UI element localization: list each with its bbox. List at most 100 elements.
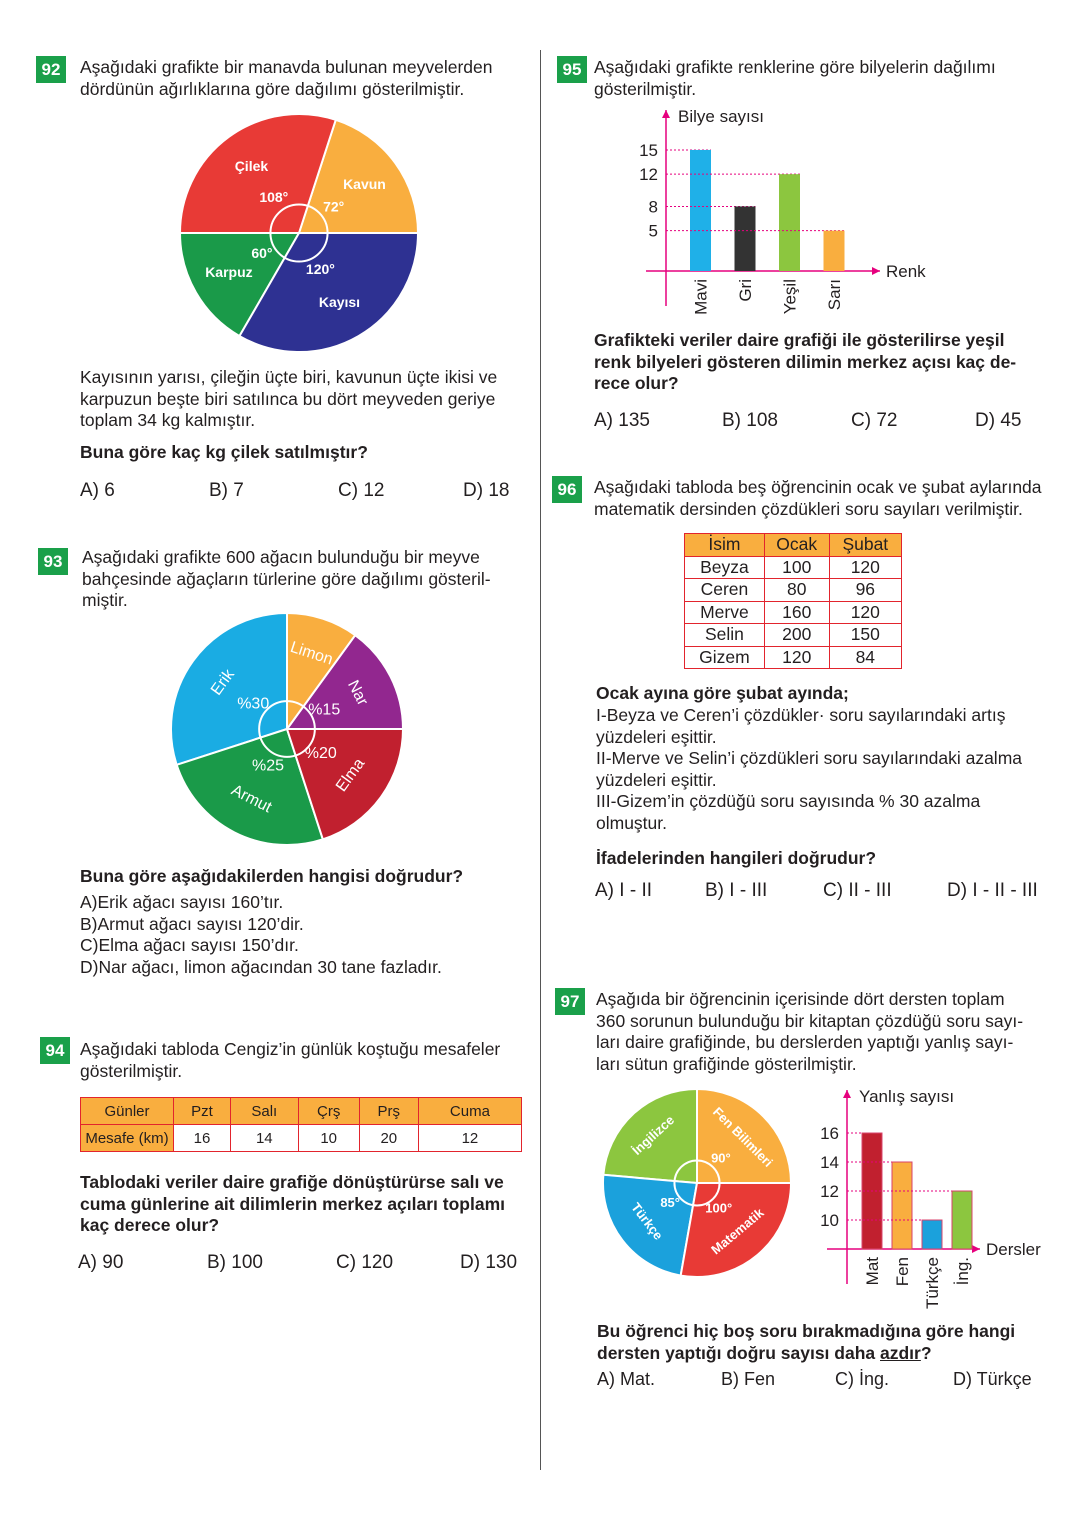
slice-value-label: 120° bbox=[306, 261, 335, 277]
text-line: miştir. bbox=[82, 590, 128, 610]
text-line: ları daire grafiğinde, bu derslerden yap… bbox=[596, 1032, 1014, 1052]
text-line: ları sütun grafiğinde gösterilmiştir. bbox=[596, 1053, 857, 1074]
text-line: cuma günlerine ait dilimlerin merkez açı… bbox=[80, 1193, 505, 1214]
text-line: Aşağıdaki grafikte bir manavda bulunan m… bbox=[80, 57, 493, 77]
q96-question: İfadelerinden hangileri doğrudur? bbox=[596, 848, 877, 868]
table-cell: Selin bbox=[684, 623, 765, 647]
q94-option-b[interactable]: B) 100 bbox=[207, 1252, 263, 1273]
x-axis-arrow-icon bbox=[972, 1245, 980, 1253]
q92-body: Kayısının yarısı, çileğin üçte biri, kav… bbox=[80, 367, 497, 432]
q97-option-a[interactable]: A) Mat. bbox=[597, 1369, 656, 1389]
table-header: Günler bbox=[80, 1097, 174, 1125]
q97-question-line: Bu öğrenci hiç boş soru bırakmadığına gö… bbox=[597, 1321, 1016, 1341]
q97-question-end: ? bbox=[920, 1342, 932, 1363]
pie-slice bbox=[178, 113, 338, 234]
q93-question: Buna göre aşağıdakilerden hangisi doğrud… bbox=[80, 866, 464, 886]
q94-option-d[interactable]: D) 130 bbox=[460, 1252, 518, 1273]
table-cell: 120 bbox=[828, 600, 903, 624]
text-line: olmuştur. bbox=[596, 812, 667, 833]
bar bbox=[779, 174, 800, 271]
table-header-row: Günler Pzt Salı Çrş Prş Cuma bbox=[80, 1097, 523, 1125]
q97-option-d[interactable]: D) Türkçe bbox=[953, 1369, 1032, 1389]
question-number-93: 93 bbox=[38, 548, 68, 575]
slice-name-label: Çilek bbox=[235, 158, 269, 174]
text-line: dördünün ağırlıklarına göre dağılımı gös… bbox=[80, 78, 465, 99]
table-header: Cuma bbox=[417, 1097, 523, 1125]
slice-value-label: %15 bbox=[308, 701, 340, 718]
q96-option-b[interactable]: B) I - III bbox=[705, 880, 768, 901]
slice-value-label: 90° bbox=[711, 1151, 731, 1166]
q92-option-b[interactable]: B) 7 bbox=[209, 480, 244, 501]
q96-option-c[interactable]: C) II - III bbox=[823, 880, 892, 901]
text-line: bahçesinde ağaçların türlerine göre dağı… bbox=[82, 568, 491, 589]
q93-intro: Aşağıdaki grafikte 600 ağacın bulunduğu … bbox=[82, 547, 491, 612]
slice-value-label: 100° bbox=[705, 1200, 732, 1215]
table-row: Selin 200 150 bbox=[684, 623, 903, 647]
q92-option-d[interactable]: D) 18 bbox=[463, 480, 510, 501]
y-tick-label: 12 bbox=[639, 165, 658, 184]
question-number-95: 95 bbox=[557, 56, 587, 83]
q95-intro: Aşağıdaki grafikte renklerine göre bilye… bbox=[594, 57, 996, 100]
q92-option-c[interactable]: C) 12 bbox=[338, 480, 385, 501]
text-line: Aşağıdaki tabloda beş öğrencinin ocak ve… bbox=[594, 477, 1042, 497]
table-cell: 10 bbox=[297, 1124, 360, 1152]
table-header-row: İsim Ocak Şubat bbox=[684, 533, 903, 557]
y-axis-arrow-icon bbox=[662, 110, 670, 118]
pie-slice bbox=[170, 611, 288, 767]
q95-question: Grafikteki veriler daire grafiği ile gös… bbox=[594, 330, 1016, 395]
pie-slice bbox=[175, 727, 325, 846]
q94-distance-table: Günler Pzt Salı Çrş Prş Cuma Mesafe (km)… bbox=[80, 1097, 523, 1152]
x-tick-label: Türkçe bbox=[923, 1257, 942, 1309]
q95-option-a[interactable]: A) 135 bbox=[594, 410, 650, 431]
slice-value-label: %30 bbox=[237, 696, 269, 713]
table-row: Gizem 120 84 bbox=[684, 645, 903, 669]
q94-option-c[interactable]: C) 120 bbox=[336, 1252, 394, 1273]
q94-option-a[interactable]: A) 90 bbox=[78, 1252, 124, 1273]
table-cell: 160 bbox=[763, 600, 830, 624]
slice-value-label: %20 bbox=[305, 745, 337, 762]
table-row: Mesafe (km) 16 14 10 20 12 bbox=[80, 1124, 523, 1152]
text-line: Aşağıda bir öğrencinin içerisinde dört d… bbox=[596, 989, 1005, 1009]
q97-question-line: dersten yaptığı doğru sayısı daha azdır? bbox=[597, 1343, 1015, 1365]
q97-option-b[interactable]: B) Fen bbox=[721, 1369, 776, 1389]
bar bbox=[951, 1190, 973, 1250]
pie-slice bbox=[286, 611, 357, 733]
q96-option-d[interactable]: D) I - II - III bbox=[947, 880, 1038, 901]
y-axis-label: Bilye sayısı bbox=[678, 107, 764, 126]
angle-marker bbox=[673, 1159, 721, 1207]
table-header: Pzt bbox=[172, 1097, 232, 1125]
slice-value-label: 72° bbox=[323, 199, 344, 215]
y-axis-label: Yanlış sayısı bbox=[859, 1087, 954, 1106]
text-line: gösterilmiştir. bbox=[80, 1060, 183, 1081]
text-line: Aşağıdaki grafikte 600 ağacın bulunduğu … bbox=[82, 547, 480, 567]
pie-slice bbox=[602, 1087, 698, 1185]
text-line: kaç derece olur? bbox=[80, 1215, 220, 1235]
text-line: toplam 34 kg kalmıştır. bbox=[80, 410, 256, 430]
text-line: matematik dersinden çözdükleri soru sayı… bbox=[594, 498, 1023, 519]
pie-slice bbox=[178, 232, 301, 338]
y-tick-label: 5 bbox=[649, 222, 658, 241]
x-tick-label: Gri bbox=[736, 279, 755, 302]
pie-slice bbox=[238, 232, 420, 353]
table-row: Beyza 100 120 bbox=[684, 555, 903, 579]
q92-option-a[interactable]: A) 6 bbox=[80, 480, 115, 501]
text-line: II-Merve ve Selin’i çözdükleri soru sayı… bbox=[596, 748, 1022, 768]
x-tick-label: Fen bbox=[893, 1257, 912, 1286]
q95-option-c[interactable]: C) 72 bbox=[851, 410, 898, 431]
table-header: İsim bbox=[684, 533, 765, 557]
q97-question-emphasis: azdır bbox=[880, 1342, 921, 1363]
table-cell: 14 bbox=[230, 1124, 299, 1152]
q95-option-b[interactable]: B) 108 bbox=[722, 410, 778, 431]
q97-option-c[interactable]: C) İng. bbox=[835, 1369, 890, 1389]
text-line: B)Armut ağacı sayısı 120’dir. bbox=[80, 913, 304, 934]
q95-option-d[interactable]: D) 45 bbox=[975, 410, 1022, 431]
q93-options: A)Erik ağacı sayısı 160’tır. B)Armut ağac… bbox=[80, 892, 442, 978]
q96-option-a[interactable]: A) I - II bbox=[595, 880, 652, 901]
pie-slice bbox=[285, 633, 405, 730]
text-line: Kayısının yarısı, çileğin üçte biri, kav… bbox=[80, 367, 498, 387]
pie-slice bbox=[679, 1182, 793, 1278]
table-cell: 96 bbox=[828, 578, 903, 602]
y-tick-label: 12 bbox=[820, 1182, 839, 1201]
table-cell: Ceren bbox=[684, 578, 765, 602]
q96-lead: Ocak ayına göre şubat ayında; bbox=[596, 683, 849, 703]
